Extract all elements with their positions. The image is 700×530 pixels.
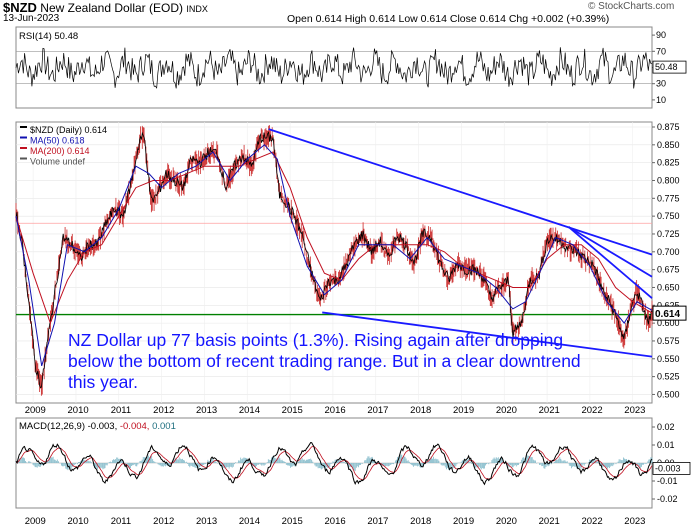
price-tick-label: 0.700 [657,247,680,257]
price-tick-label: 0.525 [657,372,680,382]
price-xtick-label: 2019 [453,405,474,416]
price-xtick-label: 2018 [410,405,431,416]
macd-tick-label: -0.01 [657,476,678,486]
price-xtick-label: 2016 [325,405,346,416]
macd-legend: MACD(12,26,9) -0.003, -0.004, 0.001 [19,421,176,432]
macd-xtick-label: 2020 [496,516,517,527]
macd-xtick-label: 2010 [68,516,89,527]
price-tick-label: 0.850 [657,140,680,150]
macd-xtick-label: 2014 [239,516,260,527]
rsi-last-value: 50.48 [655,62,678,72]
price-tick-label: 0.550 [657,354,680,364]
macd-xtick-label: 2015 [282,516,303,527]
rsi-tick-label: 10 [656,95,666,105]
price-tick-label: 0.650 [657,282,680,292]
macd-xtick-label: 2011 [111,516,131,527]
macd-xtick-label: 2019 [453,516,474,527]
macd-signal-line [16,446,653,481]
quote-summary: Open 0.614 High 0.614 Low 0.614 Close 0.… [287,13,610,25]
macd-legend-part: -0.003, [85,421,117,432]
macd-legend-part: -0.004, [117,421,149,432]
trendline-2 [567,226,653,299]
chart-title: $NZD New Zealand Dollar (EOD) INDX [3,1,208,14]
price-panel: 0.875 0.850 0.825 0.800 0.775 0.750 0.725 0.700… [15,121,687,416]
price-xtick-label: 2015 [282,405,303,416]
price-tick-label: 0.675 [657,265,680,275]
price-tick-label: 0.825 [657,158,680,168]
price-xtick-label: 2014 [239,405,260,416]
macd-tick-label: 0.02 [657,422,675,432]
macd-legend-part: 0.001 [149,421,175,432]
macd-last-box [652,461,691,475]
macd-xtick-label: 2016 [325,516,346,527]
trendline-1 [322,311,653,358]
rsi-tick-label: 70 [656,46,666,56]
instrument-name: New Zealand Dollar (EOD) [40,1,184,15]
price-line [15,131,653,389]
rsi-last-box [652,60,687,74]
brand-watermark: © StockCharts.com [588,1,675,12]
price-xtick-label: 2017 [367,405,388,416]
price-legend-entry: $NZD (Daily) 0.614 [30,125,107,135]
trendline-3 [568,226,653,278]
macd-xtick-label: 2023 [624,516,645,527]
macd-xtick-label: 2017 [367,516,388,527]
rsi-line [15,47,653,89]
trendline-0 [268,128,653,256]
macd-xtick-label: 2022 [581,516,602,527]
price-tick-label: 0.800 [657,175,680,185]
price-tick-label: 0.750 [657,211,680,221]
rsi-tick-label: 30 [656,79,666,89]
legend-swatch [20,136,27,139]
symbol: $NZD [3,0,37,15]
price-xtick-label: 2010 [68,405,89,416]
price-frame [15,121,653,404]
price-xtick-label: 2009 [25,405,46,416]
rsi-tick-label: 90 [656,30,666,40]
price-xtick-label: 2021 [539,405,560,416]
annotation-text: NZ Dollar up 77 basis points (1.3%). Ris… [68,330,581,392]
price-xtick-label: 2012 [153,405,174,416]
macd-xtick-label: 2021 [539,516,560,527]
price-tick-label: 0.625 [657,300,680,310]
price-xtick-label: 2013 [196,405,217,416]
legend-swatch [20,157,27,160]
legend-swatch [20,147,27,149]
price-tick-label: 0.725 [657,229,680,239]
price-tick-label: 0.875 [657,122,680,132]
price-xtick-label: 2011 [111,405,131,416]
macd-tick-label: -0.02 [657,494,678,504]
price-xtick-label: 2022 [581,405,602,416]
macd-xtick-label: 2013 [196,516,217,527]
macd-legend-part: MACD(12,26,9) [19,421,85,432]
price-last-value: 0.614 [655,309,680,320]
price-legend-entry: MA(50) 0.618 [30,136,85,146]
macd-xtick-label: 2012 [153,516,174,527]
price-tick-label: 0.500 [657,389,680,399]
macd-xtick-label: 2018 [410,516,431,527]
ma50-line [15,144,653,367]
price-xtick-label: 2020 [496,405,517,416]
macd-last-value: -0.003 [655,463,681,473]
price-tick-label: 0.600 [657,318,680,328]
legend-swatch [20,126,27,128]
price-legend-entry: Volume undef [30,157,86,167]
price-tick-label: 0.575 [657,336,680,346]
price-last-box [652,305,687,321]
price-legend-entry: MA(200) 0.614 [30,146,90,156]
exchange: INDX [186,4,208,14]
chart-date: 13-Jun-2023 [3,13,60,24]
price-xtick-label: 2023 [624,405,645,416]
price-tick-label: 0.775 [657,193,680,203]
macd-xtick-label: 2009 [25,516,46,527]
macd-tick-label: 0.01 [657,440,675,450]
macd-line [15,441,653,486]
rsi-legend: RSI(14) 50.48 [19,31,78,42]
